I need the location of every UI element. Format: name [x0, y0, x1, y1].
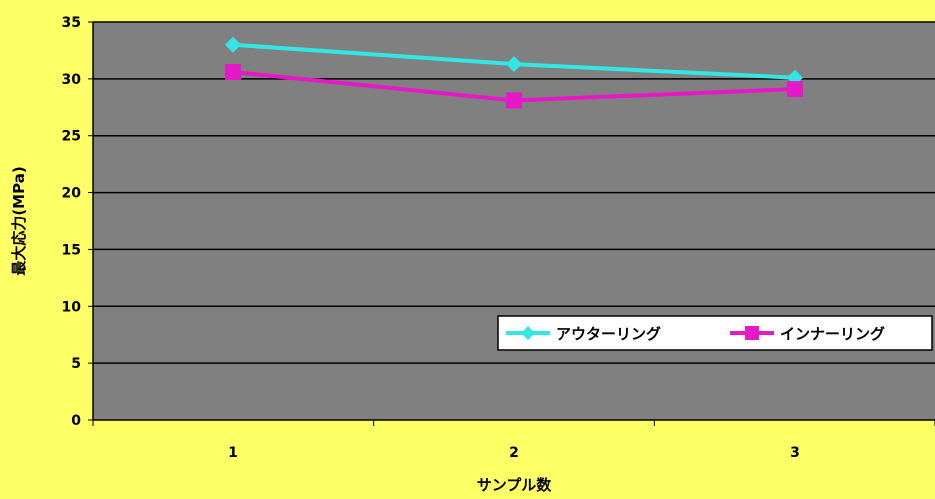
legend-marker: [521, 326, 535, 340]
legend-entry: アウターリング: [506, 325, 661, 343]
x-axis-title: サンプル数: [477, 476, 553, 494]
y-tick-label: 15: [62, 242, 81, 258]
y-tick-label: 25: [62, 129, 81, 145]
plot-area: [93, 22, 935, 420]
plot-background: [93, 22, 935, 420]
series-2: [225, 64, 803, 109]
y-axis-ticks: 0 5 10 15 20 25 30 35: [62, 15, 94, 429]
legend-box: [497, 315, 933, 351]
y-tick-label: 0: [71, 413, 81, 429]
series-1: [225, 36, 803, 86]
x-tick-label: 1: [228, 445, 238, 461]
data-point: [225, 64, 241, 81]
legend-marker: [745, 326, 759, 340]
data-point: [787, 81, 803, 98]
x-tick-label: 3: [790, 445, 800, 461]
legend-entry: インナーリング: [730, 325, 885, 343]
y-axis-title: 最大応力(MPa): [10, 166, 28, 275]
legend-label: アウターリング: [556, 325, 661, 343]
y-tick-label: 10: [62, 299, 82, 315]
x-tick-label: 2: [509, 445, 519, 461]
y-tick-label: 20: [62, 186, 82, 202]
legend-label: インナーリング: [780, 325, 885, 343]
data-point: [506, 92, 522, 109]
x-axis-ticks: 1 2 3: [92, 420, 935, 461]
y-tick-label: 35: [62, 15, 81, 31]
data-point: [225, 36, 241, 53]
data-point: [506, 56, 522, 73]
y-tick-label: 5: [71, 356, 81, 372]
y-tick-label: 30: [62, 72, 82, 88]
legend: アウターリング インナーリング: [497, 315, 933, 351]
series: [225, 36, 803, 109]
